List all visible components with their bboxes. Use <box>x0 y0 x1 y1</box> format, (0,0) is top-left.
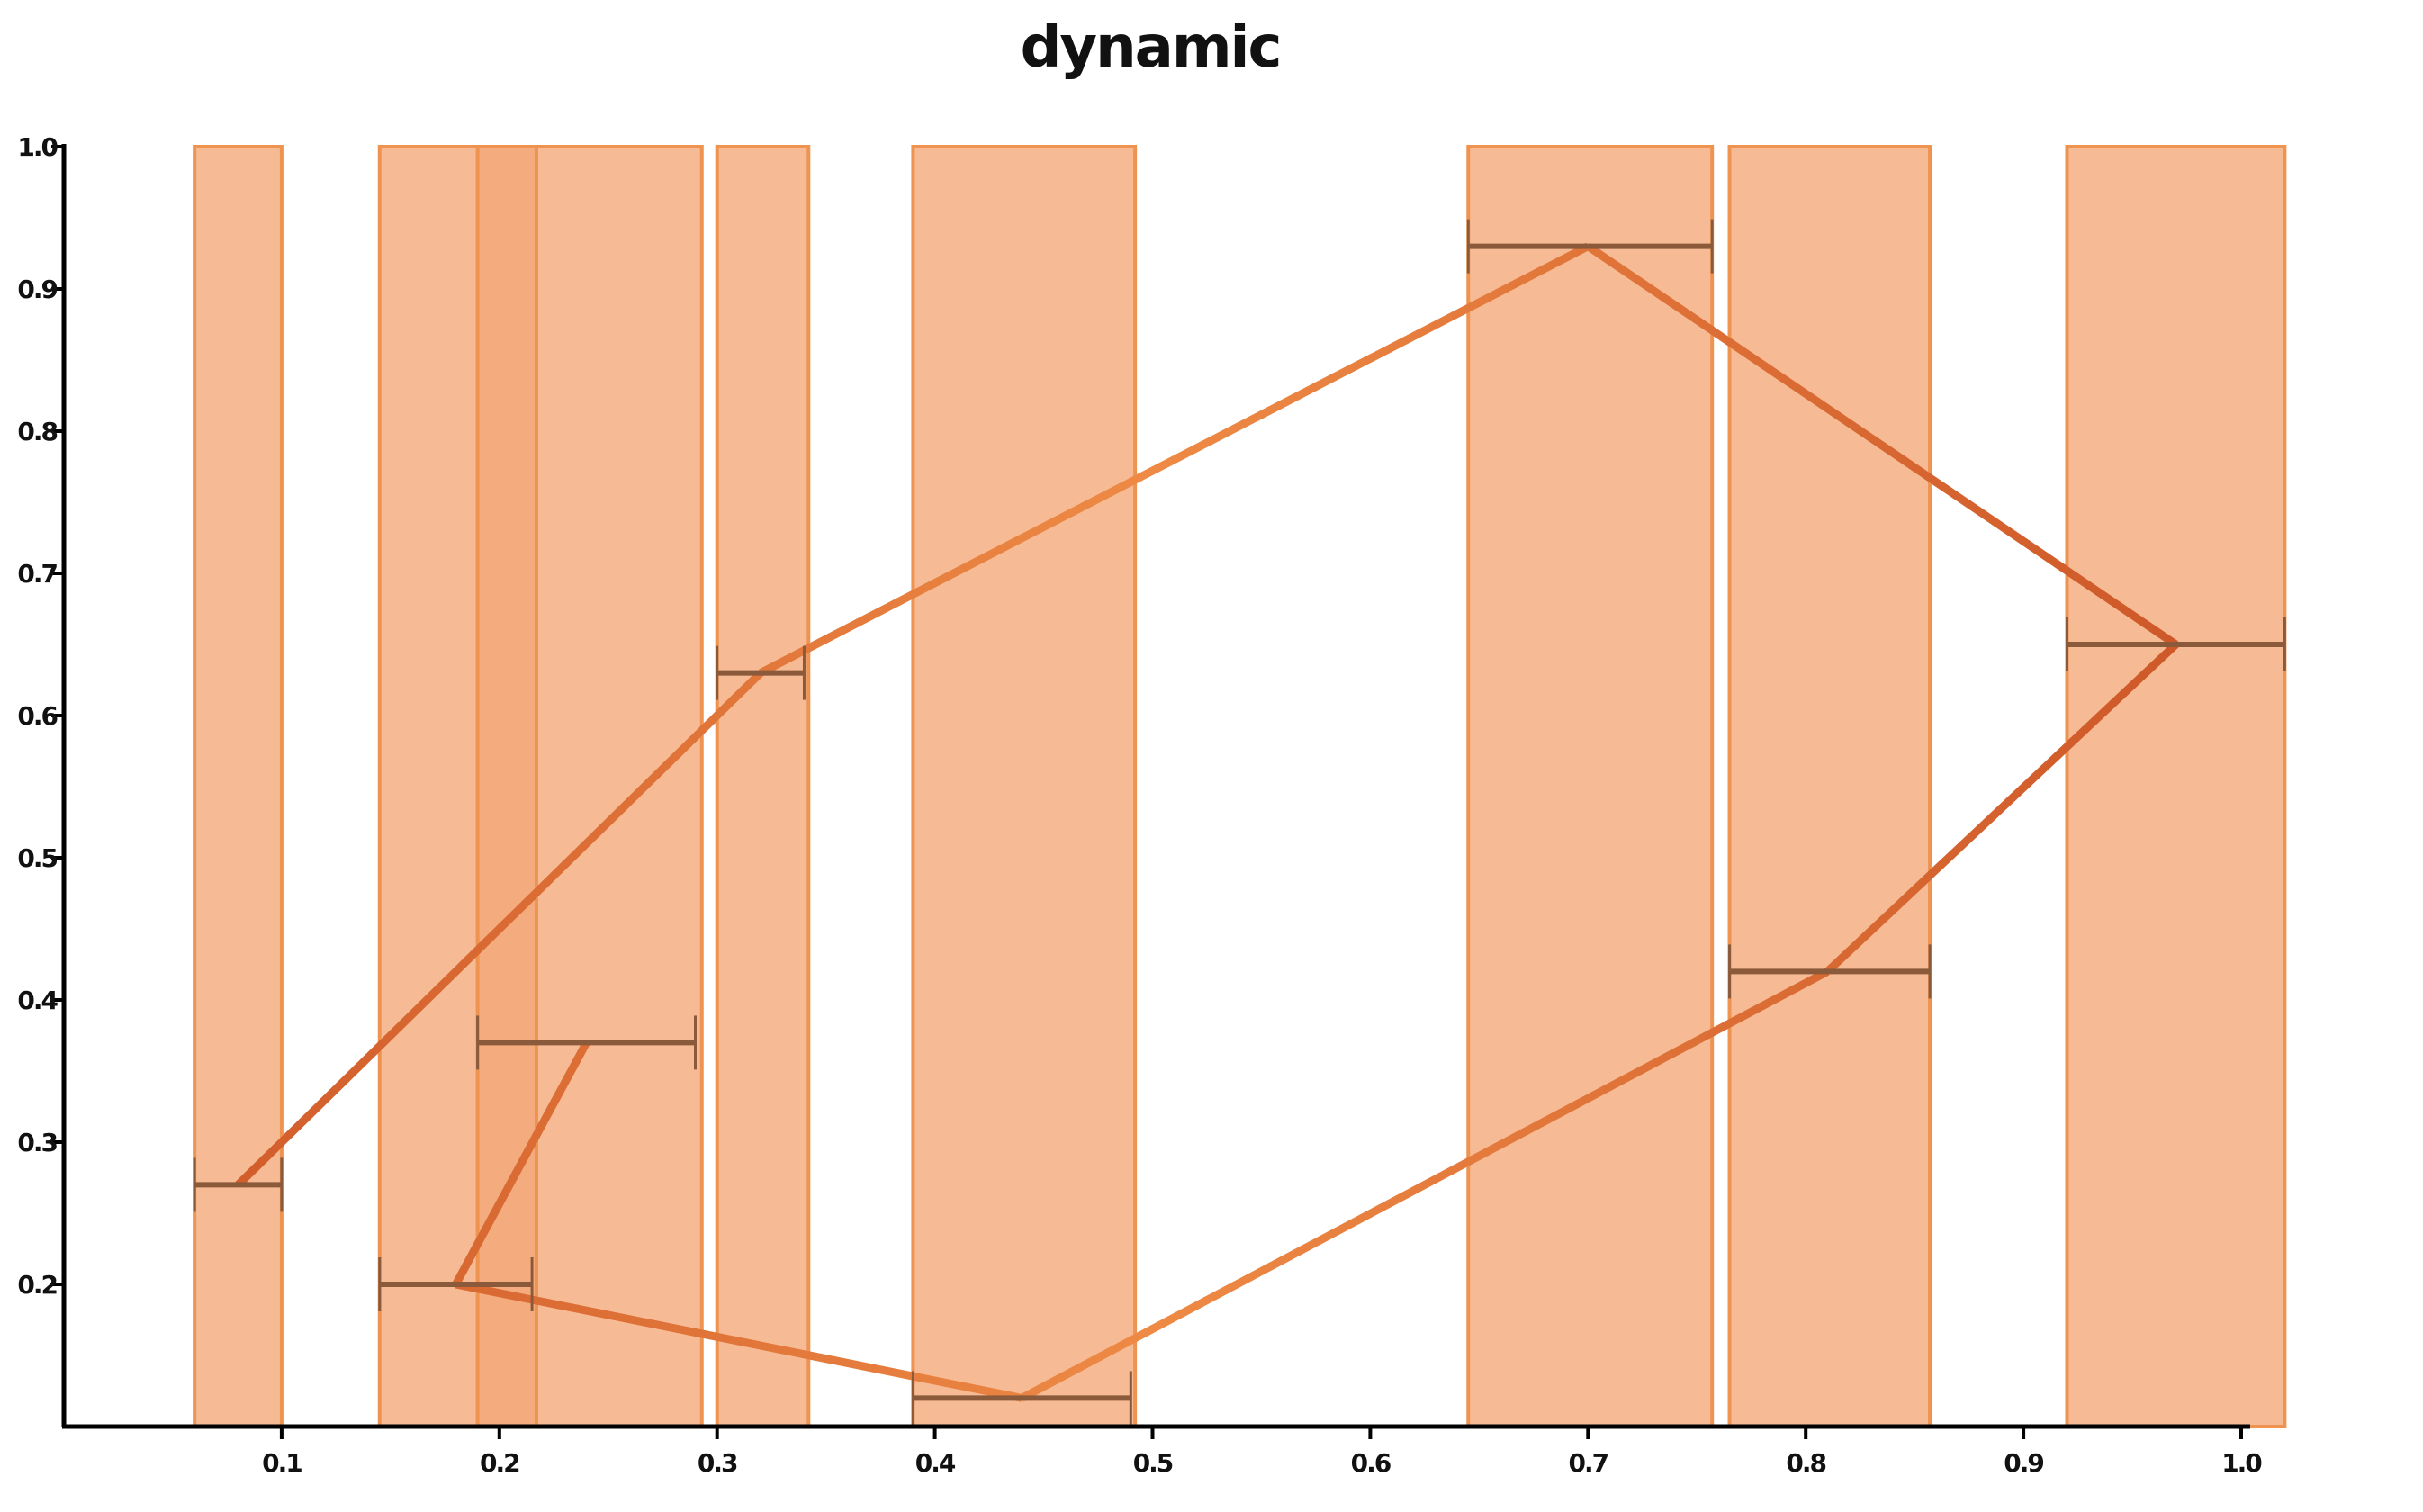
y-axis-ticks: 0.2 0.3 0.4 0.5 0.6 0.7 0.8 0.9 1.0 <box>17 132 64 1300</box>
axes <box>61 144 2250 1429</box>
x-tick-label-9: 1.0 <box>2221 1448 2262 1478</box>
y-tick-label-0: 0.2 <box>17 1270 57 1300</box>
highlight-bands <box>193 145 2287 1428</box>
y-tick-label-6: 0.8 <box>17 417 57 446</box>
x-tick-label-3: 0.4 <box>915 1448 956 1478</box>
x-tick-label-8: 0.9 <box>2004 1448 2043 1478</box>
y-tick-label-7: 0.9 <box>17 274 57 304</box>
y-tick-label-8: 1.0 <box>17 132 58 162</box>
series-group <box>235 242 2179 1402</box>
x-tick-label-6: 0.7 <box>1568 1448 1608 1478</box>
band-5 <box>1466 145 1715 1428</box>
band-4 <box>911 145 1138 1428</box>
series-segment-2 <box>1585 242 2178 648</box>
x-tick-label-4: 0.5 <box>1133 1448 1173 1478</box>
band-0 <box>193 145 284 1428</box>
series-segment-1 <box>759 242 1590 677</box>
band-7 <box>2065 145 2287 1428</box>
x-axis-ticks: 0.1 0.2 0.3 0.4 0.5 0.6 0.7 0.8 0.9 1.0 <box>262 1426 2264 1478</box>
error-bars <box>193 219 2286 1426</box>
series-segment-4 <box>1020 968 1830 1402</box>
y-tick-label-2: 0.4 <box>17 986 58 1015</box>
x-tick-label-1: 0.2 <box>480 1448 519 1478</box>
y-tick-label-4: 0.6 <box>17 701 57 731</box>
band-3 <box>715 145 811 1428</box>
chart-title: dynamic <box>1021 14 1281 81</box>
x-tick-label-5: 0.6 <box>1351 1448 1391 1478</box>
series-segment-3 <box>1824 641 2179 975</box>
series-segment-5 <box>455 1280 1023 1402</box>
series-segment-6 <box>452 1040 590 1287</box>
band-1 <box>377 145 704 1428</box>
series-segment-0 <box>235 670 764 1188</box>
y-tick-label-3: 0.5 <box>17 843 57 873</box>
band-6 <box>1727 145 1932 1428</box>
band-2 <box>475 145 538 1428</box>
y-tick-label-5: 0.7 <box>17 559 57 589</box>
y-tick-label-1: 0.3 <box>17 1128 57 1157</box>
x-tick-label-2: 0.3 <box>698 1448 737 1478</box>
x-tick-label-0: 0.1 <box>262 1448 302 1478</box>
x-tick-label-7: 0.8 <box>1786 1448 1825 1478</box>
